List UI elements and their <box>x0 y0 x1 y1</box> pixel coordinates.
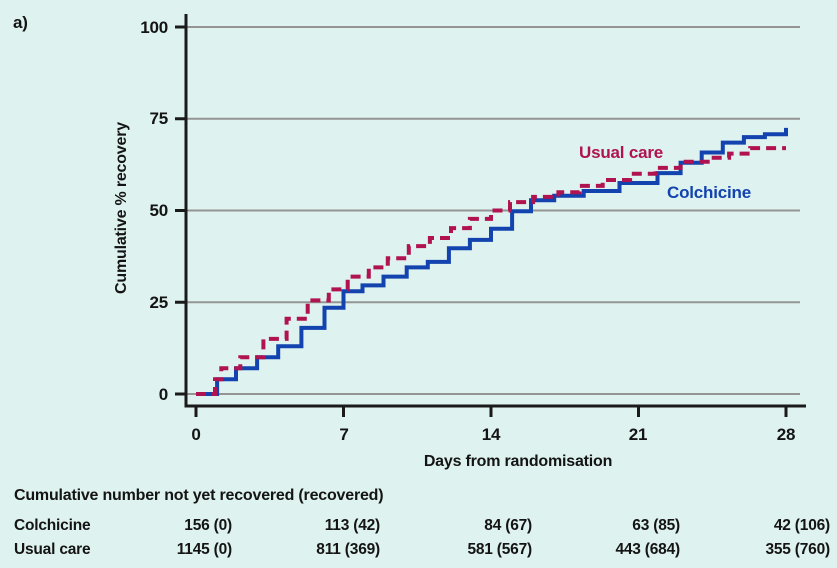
xtick-7: 7 <box>339 425 349 444</box>
colchicine-curve <box>196 127 788 396</box>
table-cell: 443 (684) <box>615 541 680 558</box>
table-cell: 84 (67) <box>484 517 532 534</box>
row-label: Colchicine <box>14 517 91 534</box>
xtick-14: 14 <box>481 425 501 444</box>
usual-care-curve <box>196 146 786 396</box>
table-cell: 156 (0) <box>184 517 232 534</box>
ytick-100: 100 <box>140 18 168 37</box>
table-cell: 581 (567) <box>467 541 532 558</box>
table-cell: 1145 (0) <box>176 541 232 558</box>
row-label: Usual care <box>14 541 91 558</box>
ytick-0: 0 <box>158 385 168 404</box>
ytick-75: 75 <box>149 109 168 128</box>
risk-table: Cumulative number not yet recovered (rec… <box>14 487 830 562</box>
ytick-25: 25 <box>149 293 168 312</box>
table-cell: 63 (85) <box>632 517 680 534</box>
table-row-colchicine: Colchicine 156 (0) 113 (42) 84 (67) 63 (… <box>14 514 830 538</box>
legend-usual-care: Usual care <box>579 143 663 162</box>
y-axis-title: Cumulative % recovery <box>113 122 130 294</box>
table-row-usual-care: Usual care 1145 (0) 811 (369) 581 (567) … <box>14 538 830 562</box>
xtick-28: 28 <box>776 425 796 444</box>
legend-colchicine: Colchicine <box>667 183 751 202</box>
xtick-21: 21 <box>628 425 648 444</box>
table-cell: 113 (42) <box>324 517 380 534</box>
table-cell: 42 (106) <box>773 517 830 534</box>
panel-label: a) <box>13 13 28 32</box>
table-cell: 811 (369) <box>316 541 380 558</box>
x-axis-title: Days from randomisation <box>423 453 613 470</box>
risk-table-title: Cumulative number not yet recovered (rec… <box>14 487 384 504</box>
ytick-50: 50 <box>149 201 168 220</box>
xtick-0: 0 <box>191 425 201 444</box>
recovery-chart <box>175 14 806 417</box>
table-cell: 355 (760) <box>765 541 830 558</box>
